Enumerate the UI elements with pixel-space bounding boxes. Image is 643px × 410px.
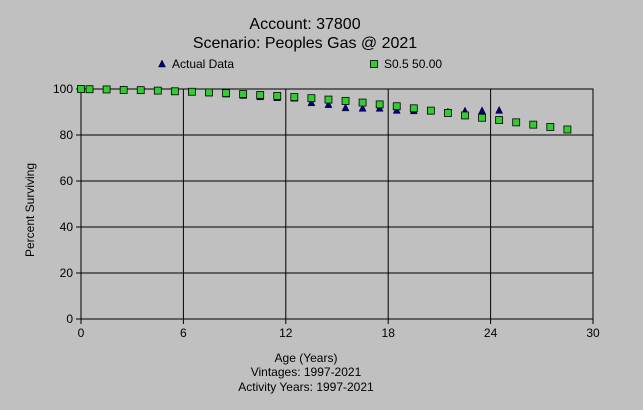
fitted-curve-point bbox=[102, 85, 111, 94]
actual-data-point bbox=[495, 105, 504, 114]
footnote-vintages: Vintages: 1997-2021 bbox=[251, 365, 362, 379]
fitted-curve-point bbox=[358, 98, 367, 107]
fitted-curve-point bbox=[341, 97, 350, 105]
fitted-curve-point bbox=[546, 123, 555, 131]
fitted-curve-point bbox=[375, 100, 384, 109]
y-tick-label: 20 bbox=[60, 266, 74, 280]
fitted-curve-point bbox=[119, 86, 128, 94]
fitted-curve-point bbox=[478, 113, 486, 122]
x-tick-label: 24 bbox=[484, 326, 498, 340]
x-tick-label: 0 bbox=[78, 326, 85, 340]
legend-triangle-marker bbox=[158, 59, 166, 68]
x-tick-label: 30 bbox=[586, 326, 600, 340]
fitted-curve-point bbox=[136, 86, 145, 95]
fitted-curve-point bbox=[170, 87, 179, 96]
y-tick-label: 80 bbox=[60, 128, 74, 142]
fitted-curve-point bbox=[290, 93, 299, 101]
y-tick-label: 60 bbox=[60, 174, 74, 188]
fitted-curve-point bbox=[77, 85, 85, 93]
y-tick-label: 100 bbox=[53, 82, 73, 96]
fitted-curve-point bbox=[273, 92, 282, 100]
actual-data-point bbox=[324, 100, 333, 108]
y-axis-label: Percent Surviving bbox=[23, 163, 37, 257]
fitted-curve-point bbox=[85, 85, 94, 94]
fitted-curve-point bbox=[563, 125, 572, 134]
x-tick-label: 12 bbox=[279, 326, 293, 340]
actual-data-point bbox=[307, 98, 316, 107]
x-tick-label: 6 bbox=[180, 326, 187, 340]
fitted-curve-point bbox=[256, 91, 265, 99]
plot-frame bbox=[80, 88, 594, 320]
series-fitted-curve bbox=[77, 85, 572, 134]
y-tick-label: 40 bbox=[60, 220, 74, 234]
y-tick-label: 0 bbox=[66, 312, 73, 326]
fitted-curve-point bbox=[495, 116, 504, 124]
fitted-curve-point bbox=[153, 86, 162, 95]
legend-item: Actual Data bbox=[158, 57, 234, 71]
fitted-curve-point bbox=[239, 90, 248, 98]
fitted-curve-point bbox=[392, 102, 401, 111]
legend-square-marker bbox=[370, 60, 378, 68]
footnote-activity-years: Activity Years: 1997-2021 bbox=[238, 380, 374, 394]
fitted-curve-point bbox=[188, 87, 196, 96]
fitted-curve-point bbox=[461, 111, 469, 120]
legend-item: S0.5 50.00 bbox=[370, 57, 442, 71]
chart-subtitle: Scenario: Peoples Gas @ 2021 bbox=[193, 35, 417, 52]
fitted-curve-point bbox=[426, 106, 435, 115]
actual-data-point bbox=[478, 106, 486, 115]
chart-title: Account: 37800 bbox=[249, 16, 360, 33]
fitted-curve-point bbox=[409, 104, 418, 113]
fitted-curve-point bbox=[307, 94, 316, 103]
fitted-curve-point bbox=[324, 95, 333, 104]
fitted-curve-point bbox=[222, 89, 230, 98]
legend-label: S0.5 50.00 bbox=[384, 57, 442, 71]
fitted-curve-point bbox=[512, 118, 521, 127]
x-axis-label: Age (Years) bbox=[275, 351, 338, 365]
legend: Actual Data S0.5 50.00 bbox=[158, 57, 442, 71]
actual-data-point bbox=[358, 103, 367, 112]
plot-area: 0 6 12 18 24 30 0 20 40 60 80 100 bbox=[53, 82, 600, 340]
fitted-curve-point bbox=[529, 120, 538, 129]
legend-label: Actual Data bbox=[172, 57, 234, 71]
actual-data-point bbox=[341, 103, 350, 112]
x-tick-label: 18 bbox=[382, 326, 396, 340]
fitted-curve-point bbox=[205, 88, 213, 97]
fitted-curve-point bbox=[444, 109, 452, 117]
